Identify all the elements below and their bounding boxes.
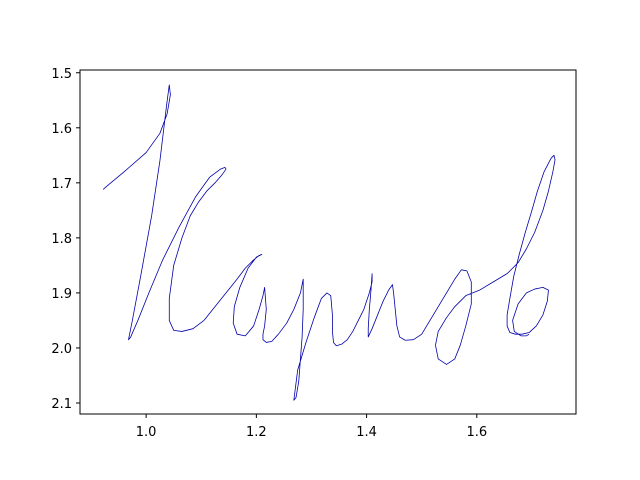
x-tick-label: 1.2 [246,425,267,440]
plot-area-frame [79,69,577,415]
series-layer [102,84,556,401]
y-tick-label: 1.8 [51,232,72,247]
y-tick-label: 2.0 [51,342,72,357]
x-tick-label: 1.6 [466,425,487,440]
series-line-0 [102,84,556,401]
y-tick-label: 1.7 [51,177,72,192]
y-tick-label: 1.6 [51,122,72,137]
y-tick-label: 2.1 [51,397,72,412]
x-axis: 1.0 1.2 1.4 1.6 [136,414,487,440]
x-tick-label: 1.4 [356,425,377,440]
y-tick-label: 1.9 [51,287,72,302]
y-axis: 1.5 1.6 1.7 1.8 1.9 2.0 2.1 [51,67,80,412]
y-tick-label: 1.5 [51,67,72,82]
x-tick-label: 1.0 [136,425,157,440]
